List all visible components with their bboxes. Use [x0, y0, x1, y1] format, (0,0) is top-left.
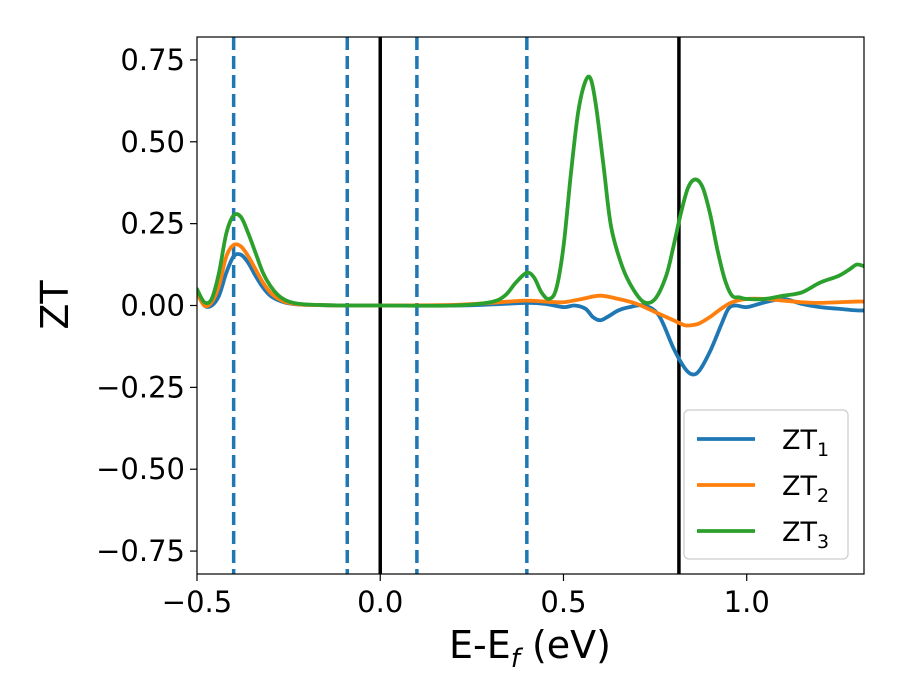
y-tick-label: 0.50	[120, 125, 185, 159]
x-axis-label-main: E-E	[449, 623, 511, 667]
y-axis-label: ZT	[33, 280, 77, 330]
series-line-zt1	[197, 252, 864, 377]
x-axis-ticks: −0.5 0.0 0.5 1.0	[162, 574, 770, 619]
series-lines	[197, 74, 864, 377]
x-axis-label: E-Ef (eV)	[449, 623, 611, 674]
legend: ZT1 ZT2 ZT3	[683, 409, 849, 560]
y-tick-label: −0.50	[96, 452, 185, 486]
y-tick-label: −0.25	[96, 370, 185, 404]
y-tick-label: 0.25	[120, 207, 185, 241]
y-axis-ticks: 0.75 0.50 0.25 0.00 −0.25 −0.50 −0.75	[96, 43, 197, 568]
x-tick-label: −0.5	[162, 585, 232, 619]
series-line-zt2	[197, 242, 864, 328]
y-tick-label: 0.75	[120, 43, 185, 77]
legend-label-zt1: ZT1	[782, 425, 829, 461]
legend-label-zt3: ZT3	[782, 517, 829, 553]
series-line-zt3	[197, 74, 864, 308]
legend-box	[683, 409, 849, 560]
x-axis-label-unit: (eV)	[520, 623, 611, 667]
x-tick-label: 0.0	[357, 585, 403, 619]
legend-label-zt2: ZT2	[782, 471, 829, 507]
x-tick-label: 0.5	[540, 585, 586, 619]
y-tick-label: −0.75	[96, 534, 185, 568]
y-tick-label: 0.00	[120, 289, 185, 323]
x-tick-label: 1.0	[724, 585, 770, 619]
